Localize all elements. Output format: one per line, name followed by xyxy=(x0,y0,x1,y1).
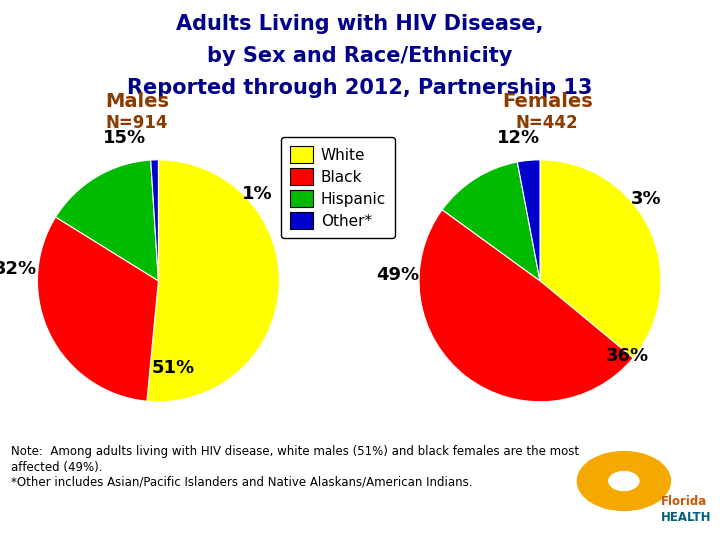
Wedge shape xyxy=(419,210,633,402)
Legend: White, Black, Hispanic, Other*: White, Black, Hispanic, Other* xyxy=(282,137,395,238)
Wedge shape xyxy=(147,160,279,402)
Text: 51%: 51% xyxy=(151,359,194,377)
Text: Adults Living with HIV Disease,: Adults Living with HIV Disease, xyxy=(176,14,544,33)
Text: Males: Males xyxy=(105,92,168,111)
Text: 32%: 32% xyxy=(0,260,37,278)
Text: 3%: 3% xyxy=(631,190,662,207)
Wedge shape xyxy=(518,160,540,281)
Wedge shape xyxy=(442,162,540,281)
Text: Females: Females xyxy=(502,92,593,111)
Text: Note:  Among adults living with HIV disease, white males (51%) and black females: Note: Among adults living with HIV disea… xyxy=(11,446,579,489)
Wedge shape xyxy=(150,160,158,281)
Text: 49%: 49% xyxy=(376,266,419,284)
Wedge shape xyxy=(37,217,158,401)
Text: 15%: 15% xyxy=(103,129,146,147)
Text: HEALTH: HEALTH xyxy=(661,511,711,524)
Circle shape xyxy=(577,451,670,510)
Text: 36%: 36% xyxy=(606,347,649,365)
Wedge shape xyxy=(540,160,661,358)
Text: Florida: Florida xyxy=(661,495,707,508)
Circle shape xyxy=(609,471,639,490)
Text: 12%: 12% xyxy=(497,129,540,147)
Text: 1%: 1% xyxy=(242,185,273,202)
Text: N=914: N=914 xyxy=(106,114,168,132)
Text: by Sex and Race/Ethnicity: by Sex and Race/Ethnicity xyxy=(207,46,513,66)
Wedge shape xyxy=(55,160,158,281)
Text: N=442: N=442 xyxy=(516,114,578,132)
Text: Reported through 2012, Partnership 13: Reported through 2012, Partnership 13 xyxy=(127,78,593,98)
